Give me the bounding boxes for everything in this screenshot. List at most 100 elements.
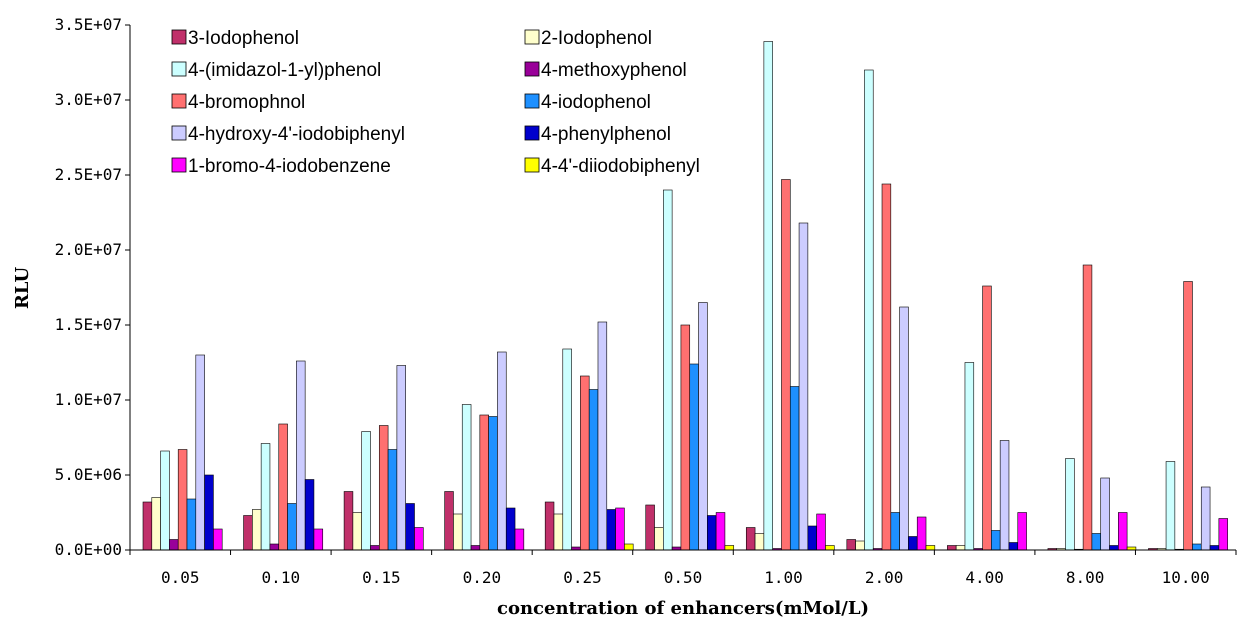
- bar: [505, 507, 516, 551]
- bar: [352, 512, 362, 551]
- x-tick-label: 0.05: [161, 568, 200, 587]
- x-tick-label: 2.00: [865, 568, 904, 587]
- bar: [1200, 486, 1211, 551]
- bar: [195, 354, 205, 551]
- legend-label: 3-Iodophenol: [188, 28, 299, 49]
- x-tick-label: 8.00: [1066, 568, 1105, 587]
- bar: [964, 362, 975, 551]
- bar: [580, 375, 590, 551]
- legend-label: 4-hydroxy-4'-iodobiphenyl: [188, 124, 405, 145]
- bar: [562, 348, 572, 551]
- bar: [1100, 477, 1110, 551]
- bar: [1065, 458, 1075, 551]
- bar: [1183, 281, 1193, 551]
- bar: [269, 543, 280, 551]
- bar: [177, 449, 188, 551]
- y-tick-label: 2.5E+07: [55, 165, 122, 184]
- bar: [287, 503, 297, 551]
- bar: [544, 501, 555, 551]
- bar: [1082, 264, 1093, 551]
- x-axis-title: concentration of enhancers(mMol/L): [497, 598, 869, 619]
- legend-swatch: [524, 157, 540, 173]
- bar: [514, 528, 525, 551]
- bar: [160, 450, 170, 551]
- x-tick-label: 0.20: [463, 568, 502, 587]
- bar: [825, 545, 835, 551]
- bar: [745, 527, 756, 551]
- bar: [807, 525, 817, 551]
- y-tick-label: 3.0E+07: [55, 90, 122, 109]
- y-tick-label: 0.0E+00: [55, 540, 122, 559]
- bar: [361, 431, 371, 551]
- legend: 3-Iodophenol 2-Iodophenol 4-(imidazol-1-yl…: [171, 28, 700, 177]
- x-tick-label: 0.50: [664, 568, 703, 587]
- bar: [624, 543, 634, 551]
- legend-label: 4-methoxyphenol: [541, 60, 687, 81]
- legend-swatch: [171, 61, 187, 77]
- bar: [296, 360, 306, 551]
- x-tick-label: 0.15: [362, 568, 401, 587]
- bar: [846, 539, 856, 551]
- bar: [864, 69, 874, 551]
- bar: [378, 425, 389, 551]
- x-tick-label: 10.00: [1162, 568, 1210, 587]
- bars: [142, 41, 1228, 551]
- legend-label: 4-bromophnol: [188, 92, 305, 113]
- bar: [597, 321, 608, 551]
- bar: [855, 540, 865, 551]
- bar: [461, 404, 472, 551]
- bar: [260, 443, 271, 551]
- legend-label: 4-4'-diiodobiphenyl: [541, 156, 700, 177]
- bar: [816, 513, 826, 551]
- bar: [1192, 543, 1202, 551]
- bar: [488, 416, 498, 551]
- bar: [151, 497, 161, 551]
- bar: [470, 545, 481, 551]
- y-tick-label: 2.0E+07: [55, 240, 122, 259]
- bar: [553, 513, 564, 551]
- bar: [313, 528, 324, 551]
- bar: [947, 545, 957, 551]
- bar: [243, 515, 253, 551]
- bar: [1218, 518, 1228, 551]
- legend-swatch: [171, 93, 187, 109]
- bar: [405, 503, 415, 551]
- bar: [252, 509, 262, 551]
- bar: [343, 491, 354, 551]
- bar: [991, 530, 1001, 551]
- bar: [707, 515, 717, 551]
- legend-swatch: [524, 61, 540, 77]
- bar: [724, 545, 735, 551]
- bar: [615, 507, 625, 551]
- bar: [213, 528, 223, 551]
- bar: [982, 285, 992, 551]
- bar: [479, 414, 489, 551]
- bar: [453, 513, 463, 551]
- y-axis-ticks: 0.0E+00 5.0E+06 1.0E+07 1.5E+07 2.0E+07 2.5E+…: [55, 15, 130, 559]
- x-tick-label: 0.25: [563, 568, 602, 587]
- bar: [1209, 545, 1220, 551]
- bar: [890, 512, 900, 551]
- bar: [916, 516, 927, 551]
- bar: [680, 324, 691, 551]
- bar: [908, 536, 918, 551]
- bar: [698, 302, 708, 551]
- y-tick-label: 5.0E+06: [55, 465, 122, 484]
- legend-label: 4-iodophenol: [541, 92, 651, 113]
- bar: [645, 504, 655, 551]
- bar: [1017, 512, 1027, 551]
- bar: [304, 479, 315, 551]
- bar: [1008, 542, 1019, 551]
- bar: [414, 527, 424, 551]
- legend-swatch: [524, 125, 540, 141]
- bar: [1118, 512, 1128, 551]
- bar: [654, 527, 664, 551]
- bar: [754, 533, 765, 551]
- x-tick-label: 1.00: [764, 568, 803, 587]
- bar: [798, 222, 809, 551]
- legend-swatch: [171, 125, 187, 141]
- y-tick-label: 1.0E+07: [55, 390, 122, 409]
- y-tick-label: 3.5E+07: [55, 15, 122, 34]
